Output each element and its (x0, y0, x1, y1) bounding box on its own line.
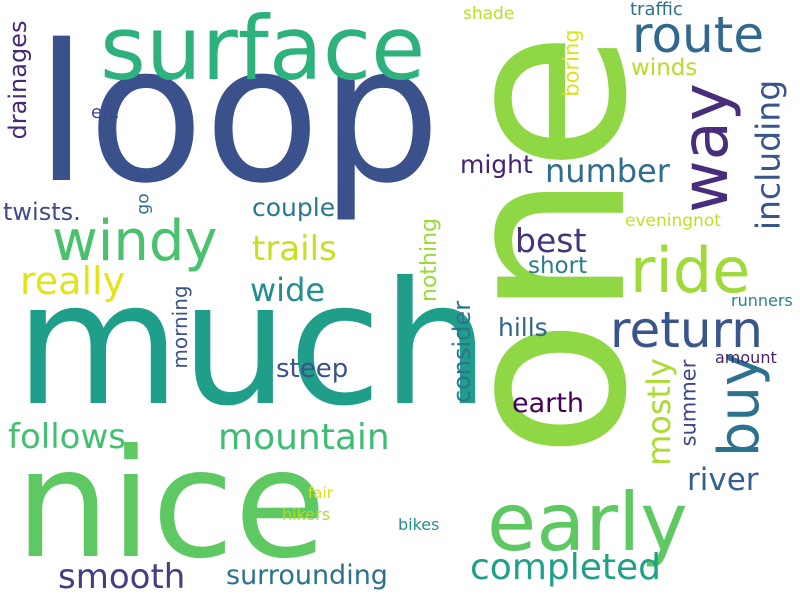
word-number: number (545, 152, 670, 190)
word-boring: boring (559, 29, 584, 97)
word-eveningnot: eveningnot (625, 211, 721, 231)
word-hikers: hikers (282, 505, 331, 524)
word-best: best (515, 221, 587, 260)
word-nice: nice (15, 418, 327, 592)
word-consider: consider (448, 300, 476, 404)
word-runners: runners (731, 291, 793, 310)
word-river: river (687, 462, 759, 498)
word-etc: etc (91, 102, 120, 123)
word-steep: steep (276, 354, 349, 384)
word-twists: twists. (3, 198, 81, 226)
word-really: really (20, 259, 126, 303)
word-couple: couple (252, 193, 336, 222)
word-bikes: bikes (398, 515, 440, 534)
word-shade: shade (463, 4, 515, 24)
word-mountain: mountain (218, 417, 390, 458)
word-ride: ride (630, 234, 751, 307)
word-early: early (487, 476, 688, 569)
word-way: way (669, 83, 743, 213)
word-winds: winds (631, 55, 698, 81)
word-hills: hills (498, 313, 548, 342)
word-drainages: drainages (4, 20, 32, 140)
word-route: route (632, 6, 765, 64)
word-trails: trails (252, 229, 337, 269)
word-smooth: smooth (58, 557, 186, 597)
word-loop: loop (35, 4, 441, 225)
word-surrounding: surrounding (226, 560, 388, 591)
word-wide: wide (250, 271, 326, 309)
word-completed: completed (470, 547, 662, 588)
word-amount: amount (715, 348, 777, 367)
word-summer: summer (676, 359, 701, 447)
word-morning: morning (168, 285, 192, 369)
word-traffic: traffic (630, 0, 683, 20)
word-fair: fair (308, 484, 333, 502)
word-buy: buy (707, 352, 772, 458)
word-go: go (133, 193, 154, 215)
word-including: including (748, 79, 788, 231)
word-follows: follows (8, 417, 126, 457)
word-return: return (610, 301, 763, 359)
word-mostly: mostly (640, 358, 678, 466)
word-surface: surface (100, 0, 426, 100)
word-windy: windy (52, 209, 218, 274)
word-might: might (460, 150, 533, 179)
word-earth: earth (512, 388, 584, 419)
word-short: short (528, 253, 588, 279)
word-much: much (15, 246, 490, 444)
word-nothing: nothing (417, 218, 442, 302)
